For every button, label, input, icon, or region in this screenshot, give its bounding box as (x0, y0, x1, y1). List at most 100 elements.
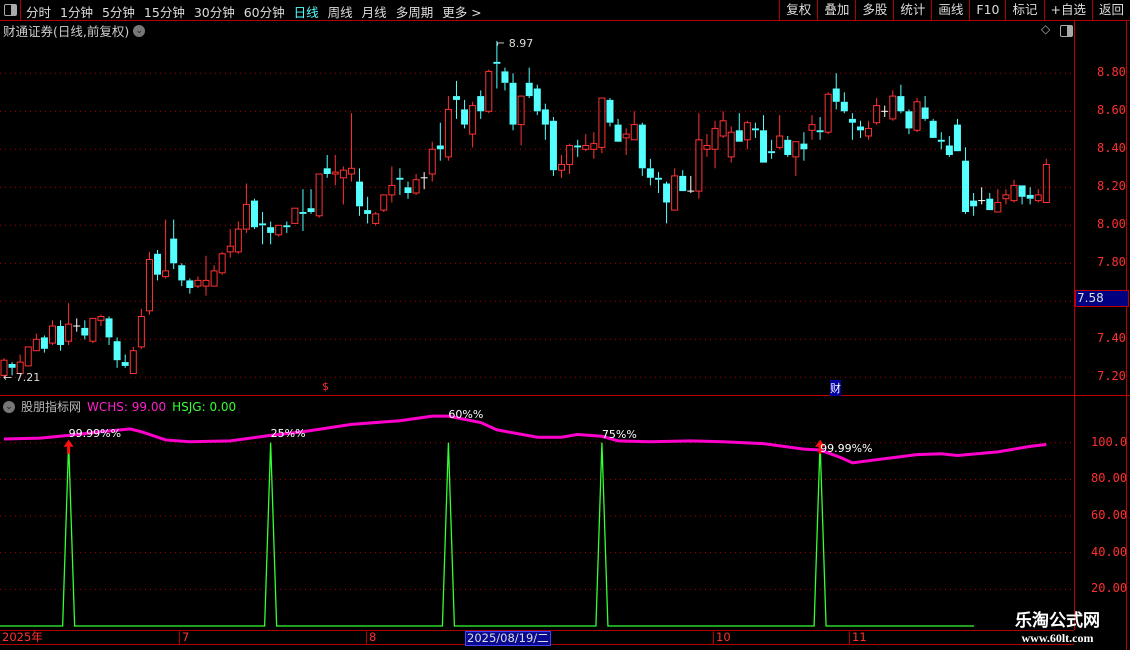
candle-body (832, 88, 840, 102)
event-marker-dollar[interactable]: $ (322, 380, 329, 393)
candle (768, 139, 776, 159)
candle-body (929, 120, 937, 138)
candle-body (792, 141, 800, 158)
candle-body (16, 361, 24, 375)
hsjg-value: HSJG: 0.00 (172, 399, 237, 414)
candle (558, 155, 566, 178)
period-tab[interactable]: 日线 (293, 5, 319, 20)
candle-body (776, 135, 784, 148)
price-tick-label: 8.80 (1097, 65, 1126, 80)
candle (598, 97, 606, 154)
candle (1002, 189, 1010, 205)
candle (792, 141, 800, 176)
panel-toggle-button[interactable] (0, 0, 21, 20)
candle (40, 335, 48, 353)
candle (590, 132, 598, 159)
candle-body (364, 210, 372, 214)
candle (315, 173, 323, 218)
toolbar-button[interactable]: 叠加 (817, 0, 855, 20)
candle (873, 98, 881, 125)
candle (218, 251, 226, 275)
candle (905, 109, 913, 135)
diamond-icon[interactable]: ◇ (1041, 22, 1051, 36)
candle (1042, 158, 1050, 203)
candle (32, 333, 40, 352)
candle-body (380, 194, 388, 211)
candle-body (291, 207, 299, 224)
price-tick-label: 7.80 (1097, 255, 1126, 270)
period-tab[interactable]: 周线 (327, 5, 353, 20)
candle-body (178, 265, 186, 281)
candle (97, 314, 105, 326)
candle-body (347, 167, 355, 175)
price-tick-label: 8.60 (1097, 103, 1126, 118)
toolbar-button[interactable]: +自选 (1043, 0, 1092, 20)
candle-body (1002, 194, 1010, 200)
candle-body (800, 143, 808, 150)
candle (307, 189, 315, 214)
candle (913, 98, 921, 133)
candle-body (566, 145, 574, 165)
candle-body (994, 202, 1002, 213)
candle-body (574, 145, 582, 148)
candle (436, 122, 444, 161)
candle (226, 229, 234, 258)
candle-body (137, 316, 145, 348)
candle (291, 207, 299, 224)
chevron-down-icon[interactable]: ⌄ (133, 24, 146, 37)
candle-body (162, 270, 170, 278)
candle (695, 113, 703, 199)
period-tab[interactable]: 60分钟 (243, 5, 285, 20)
toolbar-button[interactable]: 返回 (1091, 0, 1130, 20)
candle (654, 172, 662, 193)
event-marker-finance[interactable]: 财 (830, 380, 841, 396)
toolbar-button[interactable]: 多股 (855, 0, 893, 20)
panel-icon[interactable] (1060, 25, 1073, 37)
candle-body (501, 71, 509, 83)
period-tab[interactable]: 15分钟 (143, 5, 185, 20)
candle (194, 276, 202, 288)
toolbar-button[interactable]: F10 (969, 0, 1005, 20)
candle (1026, 187, 1034, 205)
candle-body (824, 93, 832, 133)
toolbar-button[interactable]: 统计 (893, 0, 931, 20)
current-price-box: 7.58 (1075, 290, 1129, 307)
candle (121, 354, 129, 368)
candle-body (533, 88, 541, 112)
period-tab[interactable]: 1分钟 (60, 5, 93, 20)
candle (711, 120, 719, 169)
cursor-date: 2025/08/19/二 (465, 631, 551, 646)
candle-body (784, 139, 792, 155)
period-tab[interactable]: 30分钟 (193, 5, 235, 20)
candle (275, 224, 283, 237)
candle (671, 168, 679, 211)
candle (267, 221, 275, 245)
chevron-down-icon[interactable]: ⌄ (3, 400, 15, 413)
panel-icon (3, 4, 17, 16)
signal-label: 60%% (448, 408, 484, 422)
candle-body (89, 317, 97, 342)
period-tab[interactable]: 多周期 (395, 5, 434, 20)
candle (856, 120, 864, 138)
candle (1034, 189, 1042, 203)
candle (994, 189, 1002, 213)
candle (719, 111, 727, 138)
candle-layer (0, 41, 1050, 378)
candle (824, 92, 832, 135)
toolbar-button[interactable]: 标记 (1005, 0, 1043, 20)
candle-body (622, 133, 630, 139)
candle-body (218, 253, 226, 274)
period-tab[interactable]: 更多 > (442, 5, 482, 20)
candle (210, 265, 218, 287)
candle (1018, 185, 1026, 205)
candle-body (646, 168, 654, 178)
toolbar-button[interactable]: 画线 (931, 0, 969, 20)
toolbar-button[interactable]: 复权 (779, 0, 817, 20)
period-tab[interactable]: 分时 (26, 5, 52, 20)
candle-body (40, 337, 48, 349)
candle (145, 251, 153, 315)
period-tab[interactable]: 月线 (361, 5, 387, 20)
candle (929, 118, 937, 138)
period-tab[interactable]: 5分钟 (101, 5, 135, 20)
